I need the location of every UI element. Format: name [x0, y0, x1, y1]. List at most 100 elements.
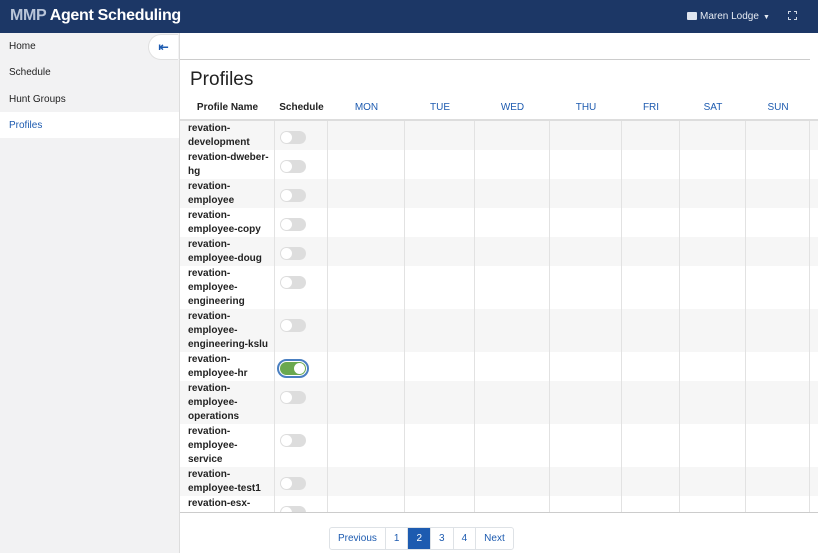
day-cell-thu[interactable] [550, 424, 622, 467]
day-cell-sun[interactable] [746, 121, 810, 150]
day-cell-mon[interactable] [328, 121, 405, 150]
day-cell-fri[interactable] [622, 496, 680, 512]
day-cell-tue[interactable] [405, 467, 475, 496]
day-cell-wed[interactable] [475, 424, 550, 467]
day-cell-fri[interactable] [622, 150, 680, 179]
schedule-toggle[interactable] [277, 359, 309, 378]
day-cell-sun[interactable] [746, 150, 810, 179]
day-cell-sat[interactable] [680, 150, 746, 179]
day-cell-fri[interactable] [622, 352, 680, 381]
page-3-button[interactable]: 3 [431, 528, 454, 549]
day-cell-fri[interactable] [622, 237, 680, 266]
schedule-toggle[interactable] [280, 391, 306, 404]
schedule-toggle[interactable] [280, 131, 306, 144]
day-cell-mon[interactable] [328, 381, 405, 424]
schedule-toggle[interactable] [280, 319, 306, 332]
day-cell-thu[interactable] [550, 121, 622, 150]
day-cell-thu[interactable] [550, 381, 622, 424]
day-cell-sun[interactable] [746, 381, 810, 424]
day-cell-tue[interactable] [405, 150, 475, 179]
day-cell-wed[interactable] [475, 309, 550, 352]
day-cell-tue[interactable] [405, 266, 475, 309]
day-cell-tue[interactable] [405, 496, 475, 512]
day-cell-fri[interactable] [622, 179, 680, 208]
sidebar-item-profiles[interactable]: Profiles [0, 111, 179, 139]
day-cell-sat[interactable] [680, 496, 746, 512]
day-cell-sat[interactable] [680, 208, 746, 237]
schedule-toggle[interactable] [280, 189, 306, 202]
page-1-button[interactable]: 1 [386, 528, 409, 549]
day-cell-tue[interactable] [405, 121, 475, 150]
day-cell-sun[interactable] [746, 179, 810, 208]
day-cell-sat[interactable] [680, 352, 746, 381]
day-cell-thu[interactable] [550, 496, 622, 512]
day-cell-fri[interactable] [622, 121, 680, 150]
schedule-toggle[interactable] [280, 477, 306, 490]
page-2-button[interactable]: 2 [408, 528, 432, 549]
schedule-toggle[interactable] [280, 160, 306, 173]
day-cell-thu[interactable] [550, 309, 622, 352]
day-cell-tue[interactable] [405, 424, 475, 467]
day-cell-wed[interactable] [475, 381, 550, 424]
expand-icon[interactable] [788, 11, 797, 20]
day-cell-fri[interactable] [622, 266, 680, 309]
day-cell-wed[interactable] [475, 467, 550, 496]
day-cell-thu[interactable] [550, 237, 622, 266]
day-cell-sun[interactable] [746, 467, 810, 496]
day-cell-fri[interactable] [622, 424, 680, 467]
schedule-toggle[interactable] [280, 247, 306, 260]
day-cell-sun[interactable] [746, 266, 810, 309]
day-cell-sat[interactable] [680, 424, 746, 467]
day-cell-sun[interactable] [746, 237, 810, 266]
schedule-toggle[interactable] [280, 434, 306, 447]
sidebar-item-home[interactable]: Home [9, 41, 36, 52]
schedule-toggle[interactable] [280, 218, 306, 231]
day-cell-mon[interactable] [328, 424, 405, 467]
day-cell-mon[interactable] [328, 352, 405, 381]
day-cell-mon[interactable] [328, 309, 405, 352]
day-cell-fri[interactable] [622, 381, 680, 424]
day-cell-wed[interactable] [475, 352, 550, 381]
day-cell-mon[interactable] [328, 496, 405, 512]
user-menu[interactable]: Maren Lodge ▼ [687, 11, 770, 22]
day-cell-sat[interactable] [680, 179, 746, 208]
day-cell-mon[interactable] [328, 467, 405, 496]
day-cell-mon[interactable] [328, 179, 405, 208]
day-cell-wed[interactable] [475, 266, 550, 309]
day-cell-sat[interactable] [680, 121, 746, 150]
day-cell-wed[interactable] [475, 237, 550, 266]
day-cell-mon[interactable] [328, 150, 405, 179]
day-cell-thu[interactable] [550, 179, 622, 208]
day-cell-sat[interactable] [680, 266, 746, 309]
day-cell-fri[interactable] [622, 208, 680, 237]
day-cell-wed[interactable] [475, 179, 550, 208]
day-cell-sat[interactable] [680, 237, 746, 266]
day-cell-wed[interactable] [475, 150, 550, 179]
day-cell-thu[interactable] [550, 352, 622, 381]
day-cell-thu[interactable] [550, 467, 622, 496]
collapse-sidebar-button[interactable]: ⇤ [148, 34, 178, 60]
schedule-toggle[interactable] [280, 276, 306, 289]
day-cell-mon[interactable] [328, 208, 405, 237]
day-cell-sat[interactable] [680, 381, 746, 424]
day-cell-wed[interactable] [475, 496, 550, 512]
day-cell-thu[interactable] [550, 208, 622, 237]
profiles-table[interactable]: revation-development revation-dweber-hg re… [180, 121, 818, 513]
sidebar-item-schedule[interactable]: Schedule [9, 67, 51, 79]
page-4-button[interactable]: 4 [454, 528, 477, 549]
day-cell-tue[interactable] [405, 208, 475, 237]
previous-page-button[interactable]: Previous [330, 528, 386, 549]
day-cell-mon[interactable] [328, 266, 405, 309]
sidebar-item-hunt-groups[interactable]: Hunt Groups [9, 93, 66, 105]
day-cell-wed[interactable] [475, 121, 550, 150]
day-cell-thu[interactable] [550, 150, 622, 179]
day-cell-wed[interactable] [475, 208, 550, 237]
day-cell-sun[interactable] [746, 424, 810, 467]
day-cell-tue[interactable] [405, 237, 475, 266]
day-cell-tue[interactable] [405, 352, 475, 381]
day-cell-mon[interactable] [328, 237, 405, 266]
day-cell-tue[interactable] [405, 381, 475, 424]
next-page-button[interactable]: Next [484, 533, 505, 544]
day-cell-fri[interactable] [622, 309, 680, 352]
day-cell-sun[interactable] [746, 208, 810, 237]
